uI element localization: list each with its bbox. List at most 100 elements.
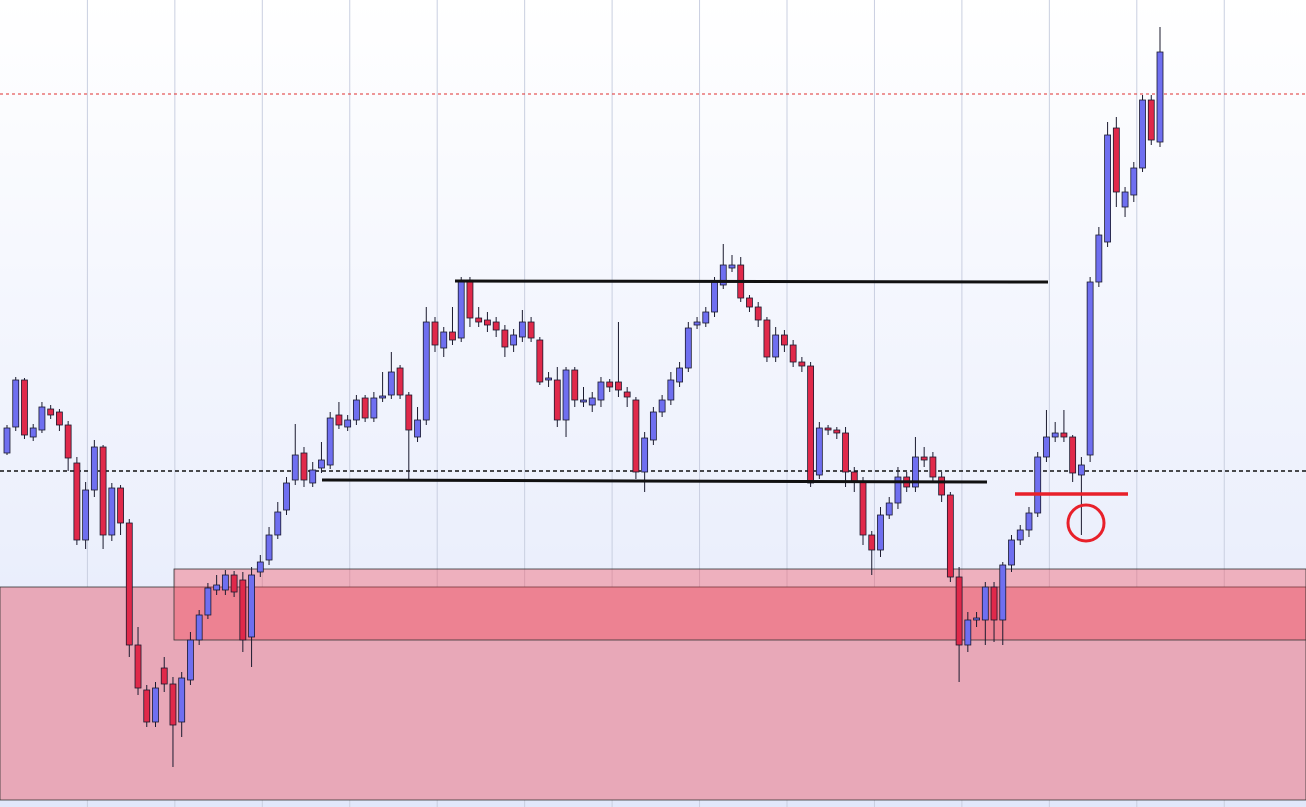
candle-body <box>885 502 893 516</box>
candle-body <box>649 411 657 441</box>
candle-body <box>1025 512 1033 531</box>
candle-body <box>143 689 151 723</box>
candle-body <box>912 456 919 488</box>
candle-body <box>815 427 823 476</box>
candle-body <box>1069 436 1077 474</box>
candle-body <box>492 321 500 331</box>
candle-body <box>326 417 334 466</box>
candle-body <box>824 427 832 431</box>
candle-body <box>1112 127 1120 193</box>
candle-body <box>256 561 264 573</box>
candle-body <box>108 487 116 536</box>
candle-body <box>283 482 290 511</box>
candle-body <box>868 534 876 551</box>
candle-body <box>195 614 203 641</box>
candle-body <box>90 446 98 491</box>
candle-body <box>702 311 710 324</box>
candle-body <box>414 419 421 438</box>
candle-body <box>361 397 369 419</box>
candle-body <box>265 534 273 561</box>
candle-body <box>152 687 159 723</box>
candle-body <box>1008 539 1015 566</box>
candle-body <box>789 344 797 363</box>
candle-body <box>938 476 946 496</box>
candle-body <box>623 391 631 398</box>
candle-body <box>553 379 561 421</box>
candle-body <box>929 456 937 478</box>
candle-body <box>1043 436 1050 458</box>
candle-body <box>125 522 133 646</box>
candle-body <box>73 462 81 541</box>
candle-body <box>1086 281 1094 456</box>
candle-body <box>946 494 954 578</box>
candle-body <box>221 574 229 591</box>
candles <box>3 27 1164 767</box>
candle-body <box>754 306 762 321</box>
candle-body <box>1077 464 1085 476</box>
support-line <box>321 478 988 484</box>
candle-body <box>82 489 90 541</box>
candle-body <box>763 319 771 358</box>
candle-body <box>422 321 430 421</box>
candle-body <box>667 379 675 401</box>
candle-body <box>178 677 186 723</box>
candle-body <box>990 586 998 621</box>
candle-body <box>387 371 395 396</box>
candle-body <box>117 487 124 524</box>
candle-body <box>676 367 683 383</box>
candle-body <box>964 619 972 646</box>
candle-body <box>545 377 552 381</box>
candle-body <box>973 617 980 621</box>
candle-body <box>719 264 727 286</box>
candle-body <box>335 414 343 426</box>
candle-body <box>833 429 841 434</box>
candle-body <box>518 321 526 338</box>
candle-body <box>920 456 928 461</box>
candle-body <box>658 399 666 413</box>
candle-body <box>1095 234 1103 283</box>
candle-body <box>1060 432 1068 438</box>
candle-body <box>501 329 509 348</box>
candle-body <box>807 365 815 484</box>
candle-body <box>1104 134 1111 243</box>
candle-body <box>405 394 413 431</box>
candle-body <box>99 446 107 536</box>
candle-body <box>711 281 718 313</box>
candle-body <box>484 319 491 326</box>
candle-body <box>379 395 386 399</box>
candle-body <box>772 334 780 358</box>
candle-body <box>274 511 282 536</box>
candle-body <box>1130 167 1138 196</box>
candle-body <box>781 334 788 346</box>
candle-body <box>344 419 352 428</box>
candle-body <box>684 327 692 369</box>
candle-body <box>12 379 20 428</box>
candle-body <box>746 297 753 308</box>
candle-body <box>3 427 11 454</box>
candle-body <box>38 406 46 431</box>
candle-body <box>562 369 570 421</box>
candle-body <box>213 584 221 591</box>
candle-body <box>859 481 867 536</box>
resistance-line <box>454 279 1049 284</box>
candle-body <box>798 361 806 367</box>
candle-body <box>431 321 439 346</box>
candle-body <box>475 317 483 323</box>
candle-body <box>466 279 474 319</box>
candle-body <box>187 639 194 681</box>
candle-body <box>588 397 596 406</box>
candle-body <box>527 321 535 339</box>
candle-body <box>370 397 378 419</box>
candle-body <box>580 399 587 403</box>
candle-body <box>693 321 701 326</box>
candle-body <box>449 331 456 341</box>
candle-body <box>641 437 649 473</box>
candle-body <box>204 587 212 616</box>
candle-body <box>955 576 963 646</box>
candle-body <box>169 683 177 726</box>
candle-body <box>440 331 448 349</box>
candle-body <box>1147 99 1155 141</box>
candle-body <box>877 514 884 551</box>
candle-body <box>21 379 28 436</box>
